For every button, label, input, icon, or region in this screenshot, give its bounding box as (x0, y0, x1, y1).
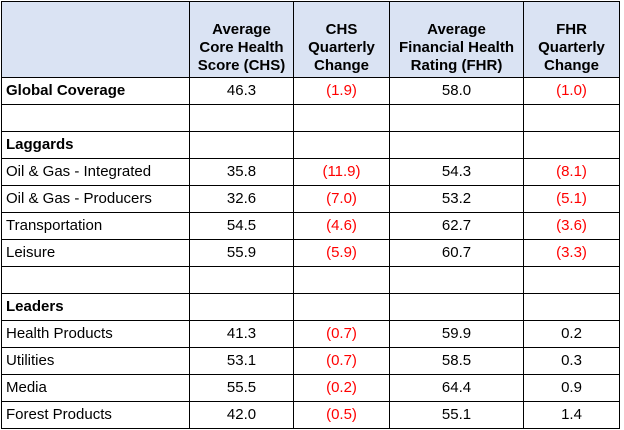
fhr-change-value: 1.4 (523, 401, 620, 429)
table-row: Health Products 41.3 (0.7) 59.9 0.2 (1, 320, 620, 348)
fhr-change-value: (3.6) (523, 212, 620, 240)
chs-change-value: (0.7) (293, 320, 390, 348)
empty-cell (523, 293, 620, 321)
spacer-cell (189, 266, 294, 294)
fhr-value: 55.1 (389, 401, 524, 429)
empty-cell (293, 131, 390, 159)
fhr-value: 59.9 (389, 320, 524, 348)
table-header-row: Average Core Health Score (CHS) CHS Quar… (1, 1, 620, 78)
table-row-global: Global Coverage 46.3 (1.9) 58.0 (1.0) (1, 77, 620, 105)
chs-change-value: (4.6) (293, 212, 390, 240)
laggards-title: Laggards (1, 131, 190, 159)
chs-value: 54.5 (189, 212, 294, 240)
spacer-cell (1, 266, 190, 294)
spacer-cell (389, 104, 524, 132)
chs-change-value: (0.2) (293, 374, 390, 402)
fhr-value: 54.3 (389, 158, 524, 186)
fhr-change-value: (3.3) (523, 239, 620, 267)
chs-change-value: (0.7) (293, 347, 390, 375)
sector-label: Leisure (1, 239, 190, 267)
sector-label: Utilities (1, 347, 190, 375)
table-row: Transportation 54.5 (4.6) 62.7 (3.6) (1, 212, 620, 240)
fhr-change-value: 0.2 (523, 320, 620, 348)
table-row: Oil & Gas - Producers 32.6 (7.0) 53.2 (5… (1, 185, 620, 213)
spacer-cell (293, 266, 390, 294)
empty-cell (189, 131, 294, 159)
spacer-cell (523, 266, 620, 294)
header-fhr-change: FHR Quarterly Change (523, 1, 620, 78)
section-row-laggards: Laggards (1, 131, 620, 159)
table-row: Leisure 55.9 (5.9) 60.7 (3.3) (1, 239, 620, 267)
chs-change-value: (11.9) (293, 158, 390, 186)
fhr-value: 64.4 (389, 374, 524, 402)
chs-value: 32.6 (189, 185, 294, 213)
header-avg-fhr: Average Financial Health Rating (FHR) (389, 1, 524, 78)
empty-cell (189, 293, 294, 321)
sector-label: Forest Products (1, 401, 190, 429)
table-row: Forest Products 42.0 (0.5) 55.1 1.4 (1, 401, 620, 429)
chs-change-value: (0.5) (293, 401, 390, 429)
sector-label: Oil & Gas - Integrated (1, 158, 190, 186)
fhr-value: 60.7 (389, 239, 524, 267)
fhr-change-value: 0.3 (523, 347, 620, 375)
empty-cell (389, 293, 524, 321)
fhr-value: 62.7 (389, 212, 524, 240)
header-chs-change: CHS Quarterly Change (293, 1, 390, 78)
empty-cell (523, 131, 620, 159)
global-chs-change: (1.9) (293, 77, 390, 105)
leaders-title: Leaders (1, 293, 190, 321)
section-row-leaders: Leaders (1, 293, 620, 321)
fhr-change-value: 0.9 (523, 374, 620, 402)
fhr-change-value: (8.1) (523, 158, 620, 186)
spacer-row (1, 266, 620, 294)
chs-value: 55.5 (189, 374, 294, 402)
chs-value: 53.1 (189, 347, 294, 375)
chs-value: 35.8 (189, 158, 294, 186)
global-coverage-label: Global Coverage (1, 77, 190, 105)
chs-value: 55.9 (189, 239, 294, 267)
sector-label: Health Products (1, 320, 190, 348)
table-row: Utilities 53.1 (0.7) 58.5 0.3 (1, 347, 620, 375)
spacer-row (1, 104, 620, 132)
sector-label: Transportation (1, 212, 190, 240)
fhr-value: 53.2 (389, 185, 524, 213)
table-row: Oil & Gas - Integrated 35.8 (11.9) 54.3 … (1, 158, 620, 186)
global-chs: 46.3 (189, 77, 294, 105)
chs-change-value: (5.9) (293, 239, 390, 267)
sector-label: Media (1, 374, 190, 402)
chs-value: 42.0 (189, 401, 294, 429)
global-fhr: 58.0 (389, 77, 524, 105)
empty-cell (389, 131, 524, 159)
fhr-value: 58.5 (389, 347, 524, 375)
header-avg-chs: Average Core Health Score (CHS) (189, 1, 294, 78)
header-corner-cell (1, 1, 190, 78)
spacer-cell (293, 104, 390, 132)
chs-value: 41.3 (189, 320, 294, 348)
table-row: Media 55.5 (0.2) 64.4 0.9 (1, 374, 620, 402)
empty-cell (293, 293, 390, 321)
fhr-change-value: (5.1) (523, 185, 620, 213)
global-fhr-change: (1.0) (523, 77, 620, 105)
chs-change-value: (7.0) (293, 185, 390, 213)
sector-label: Oil & Gas - Producers (1, 185, 190, 213)
spacer-cell (1, 104, 190, 132)
spacer-cell (189, 104, 294, 132)
spacer-cell (523, 104, 620, 132)
spacer-cell (389, 266, 524, 294)
